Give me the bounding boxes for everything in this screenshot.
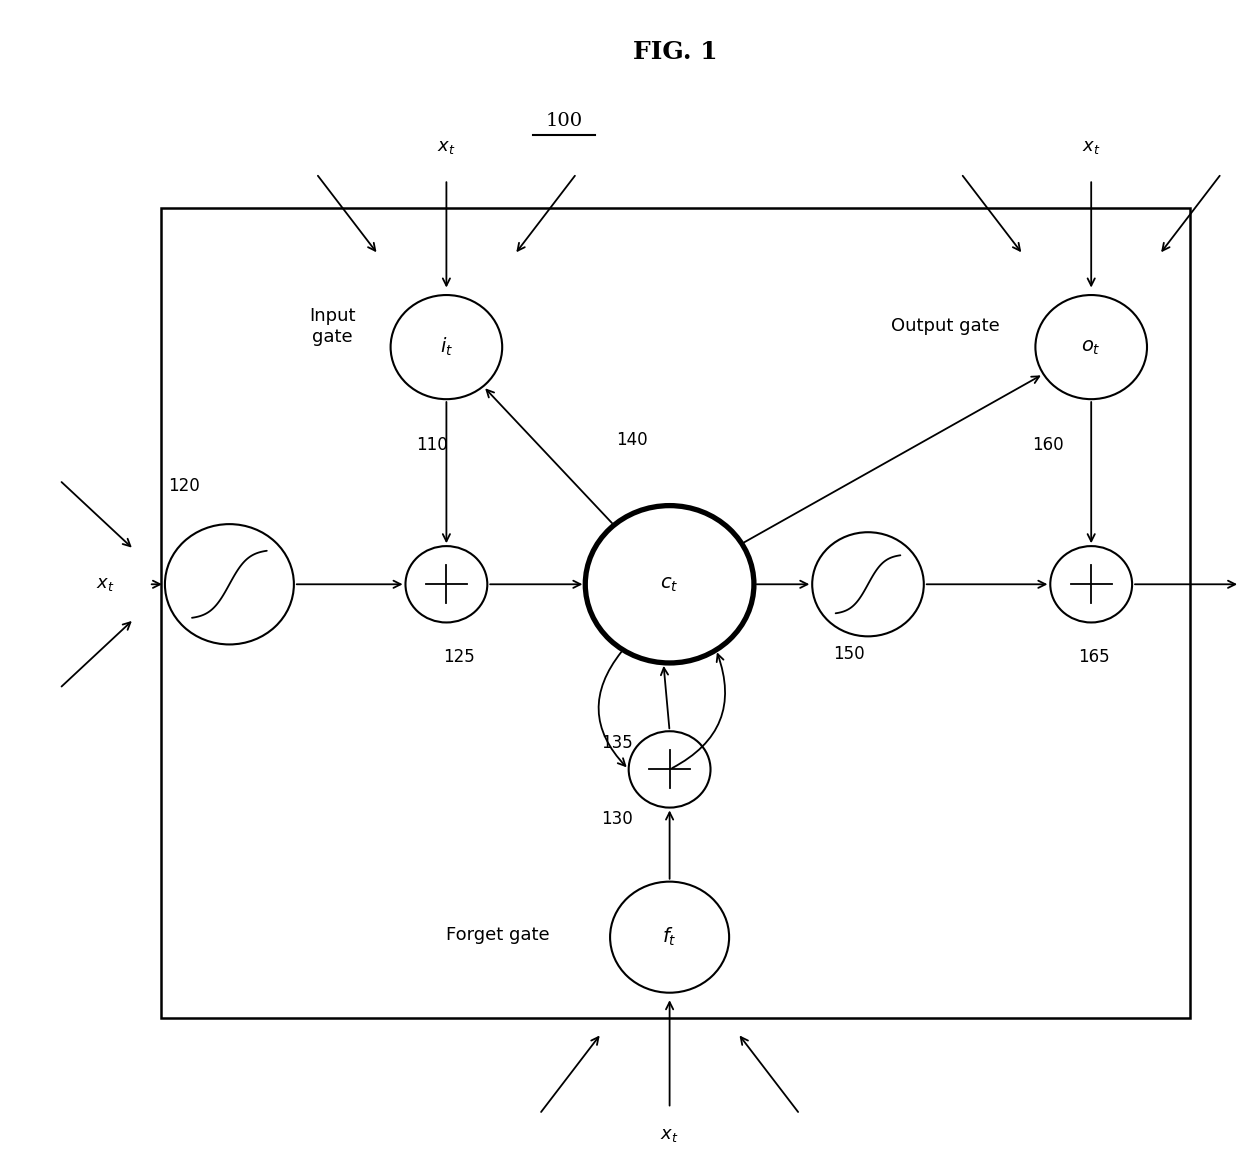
FancyArrowPatch shape: [672, 654, 725, 768]
Text: 120: 120: [167, 477, 200, 495]
Circle shape: [405, 546, 487, 622]
FancyArrowPatch shape: [599, 651, 625, 766]
Text: 140: 140: [616, 430, 649, 449]
Text: 150: 150: [833, 644, 866, 663]
Text: $x_t$: $x_t$: [1083, 138, 1100, 156]
Circle shape: [391, 295, 502, 399]
Circle shape: [165, 524, 294, 644]
Text: Input
gate: Input gate: [309, 307, 356, 346]
Circle shape: [610, 882, 729, 993]
Circle shape: [629, 731, 711, 808]
Text: $f_t$: $f_t$: [662, 926, 677, 949]
Bar: [161, 208, 1190, 1018]
Text: $x_t$: $x_t$: [661, 1126, 678, 1144]
Text: 100: 100: [546, 112, 583, 131]
Text: 165: 165: [1078, 648, 1110, 666]
Circle shape: [1035, 295, 1147, 399]
Text: $c_t$: $c_t$: [661, 575, 678, 594]
Circle shape: [585, 506, 754, 663]
Text: 160: 160: [1032, 436, 1064, 455]
Text: $x_t$: $x_t$: [438, 138, 455, 156]
Text: $o_t$: $o_t$: [1081, 338, 1101, 356]
Text: $x_t$: $x_t$: [95, 575, 114, 594]
Text: Output gate: Output gate: [890, 317, 999, 336]
Text: 110: 110: [415, 436, 448, 455]
Text: $i_t$: $i_t$: [440, 336, 453, 359]
Text: 135: 135: [600, 734, 632, 752]
Text: 125: 125: [443, 648, 475, 666]
Text: FIG. 1: FIG. 1: [634, 40, 718, 64]
Circle shape: [812, 532, 924, 636]
Circle shape: [1050, 546, 1132, 622]
Text: 130: 130: [600, 810, 632, 828]
Text: Forget gate: Forget gate: [445, 926, 549, 944]
